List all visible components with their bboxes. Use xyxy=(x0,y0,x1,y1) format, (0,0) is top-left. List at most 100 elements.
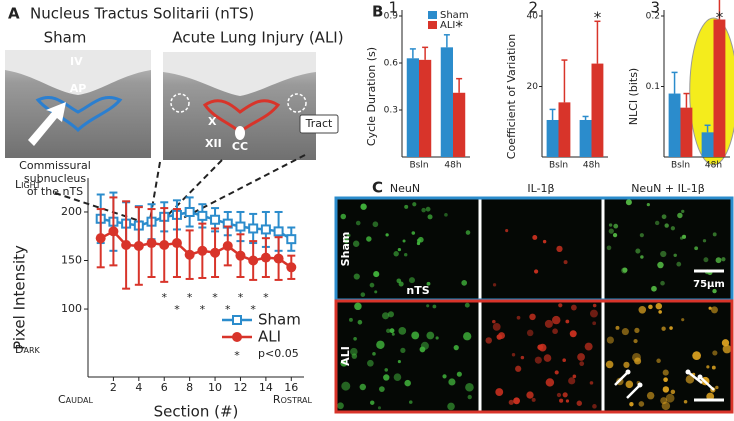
cell xyxy=(426,304,430,308)
cell xyxy=(670,226,676,231)
cell xyxy=(660,250,667,258)
x-tick-label: 8 xyxy=(186,381,193,394)
marker xyxy=(95,233,106,244)
cell xyxy=(633,338,638,344)
cell xyxy=(665,393,675,403)
image-title: Sham xyxy=(44,29,87,47)
cell xyxy=(681,209,685,214)
cell xyxy=(427,214,433,220)
cell xyxy=(660,397,668,405)
cell xyxy=(369,282,375,288)
marker xyxy=(171,238,182,249)
marker xyxy=(197,245,208,256)
cell xyxy=(467,394,472,400)
marker xyxy=(286,262,297,273)
cell xyxy=(400,347,406,354)
cell xyxy=(706,365,710,369)
cell xyxy=(516,315,521,320)
cell xyxy=(565,399,570,403)
x-tick-label: 6 xyxy=(161,381,168,394)
cell xyxy=(492,322,501,331)
cell xyxy=(621,328,629,336)
cell xyxy=(520,355,525,360)
cell xyxy=(558,303,563,308)
cell xyxy=(485,337,492,344)
cell xyxy=(444,213,448,217)
arrow-head xyxy=(697,374,703,380)
panel-label: A xyxy=(8,5,20,23)
cell xyxy=(669,326,673,330)
cell xyxy=(372,352,376,356)
arrow xyxy=(699,376,715,391)
cell xyxy=(354,302,362,311)
marker xyxy=(159,239,170,250)
bar xyxy=(701,132,714,157)
cell xyxy=(710,306,718,314)
cell xyxy=(420,341,429,350)
cell xyxy=(461,280,468,286)
cell xyxy=(635,248,641,254)
cell xyxy=(534,356,542,364)
cell xyxy=(366,236,372,242)
cell xyxy=(589,309,598,318)
x-tick-label: 4 xyxy=(135,381,142,394)
cell xyxy=(453,345,459,351)
cell xyxy=(638,305,647,314)
cell xyxy=(367,359,374,367)
y-end-label: Dark xyxy=(15,343,41,356)
marker xyxy=(197,210,208,221)
marker xyxy=(235,250,246,261)
significance: * xyxy=(455,17,463,35)
legend-swatch xyxy=(428,21,437,29)
cell xyxy=(657,261,664,269)
cell xyxy=(646,391,655,400)
cell xyxy=(662,386,670,393)
column-header: NeuN xyxy=(390,182,420,195)
cell xyxy=(387,311,395,318)
cell xyxy=(565,319,570,324)
cell xyxy=(408,400,413,404)
cell xyxy=(417,236,424,243)
cell xyxy=(425,206,431,212)
marker xyxy=(260,224,271,235)
cell xyxy=(495,388,504,396)
row-label: Sham xyxy=(339,232,352,267)
legend-label: Sham xyxy=(258,311,301,329)
significance: * xyxy=(225,303,231,316)
anatomy-label: CC xyxy=(232,140,248,153)
cell xyxy=(615,325,620,330)
y-tick-label: 0.6 xyxy=(384,59,399,69)
y-tick-label: 0.9 xyxy=(384,12,399,22)
anatomy-label: IV xyxy=(70,55,83,68)
cell xyxy=(589,381,594,385)
y-tick-label: 20 xyxy=(527,82,539,92)
cell xyxy=(426,331,435,340)
significance: * xyxy=(263,291,269,304)
scale-label: 75μm xyxy=(693,279,725,290)
series-line xyxy=(100,229,293,269)
cell xyxy=(579,361,585,367)
cell xyxy=(562,392,568,398)
cell xyxy=(373,271,380,278)
region-label: nTS xyxy=(406,284,429,297)
cell xyxy=(340,213,347,220)
cell xyxy=(568,377,576,385)
cell xyxy=(529,313,536,321)
cell xyxy=(412,202,417,207)
x-tick-label: 12 xyxy=(233,381,247,394)
cell xyxy=(715,257,722,264)
cell xyxy=(526,391,534,399)
cell xyxy=(498,332,505,340)
cell xyxy=(542,239,547,244)
cell xyxy=(448,378,456,386)
significance: * xyxy=(200,303,206,316)
cell xyxy=(663,377,668,383)
x-tick-label: 48h xyxy=(444,161,461,171)
marker xyxy=(222,240,233,251)
arrow xyxy=(614,371,629,386)
legend-marker xyxy=(232,332,242,342)
cell xyxy=(505,229,509,233)
cell xyxy=(353,273,360,280)
x-tick-label: 48h xyxy=(705,161,722,171)
legend-label: ALI xyxy=(258,328,281,346)
